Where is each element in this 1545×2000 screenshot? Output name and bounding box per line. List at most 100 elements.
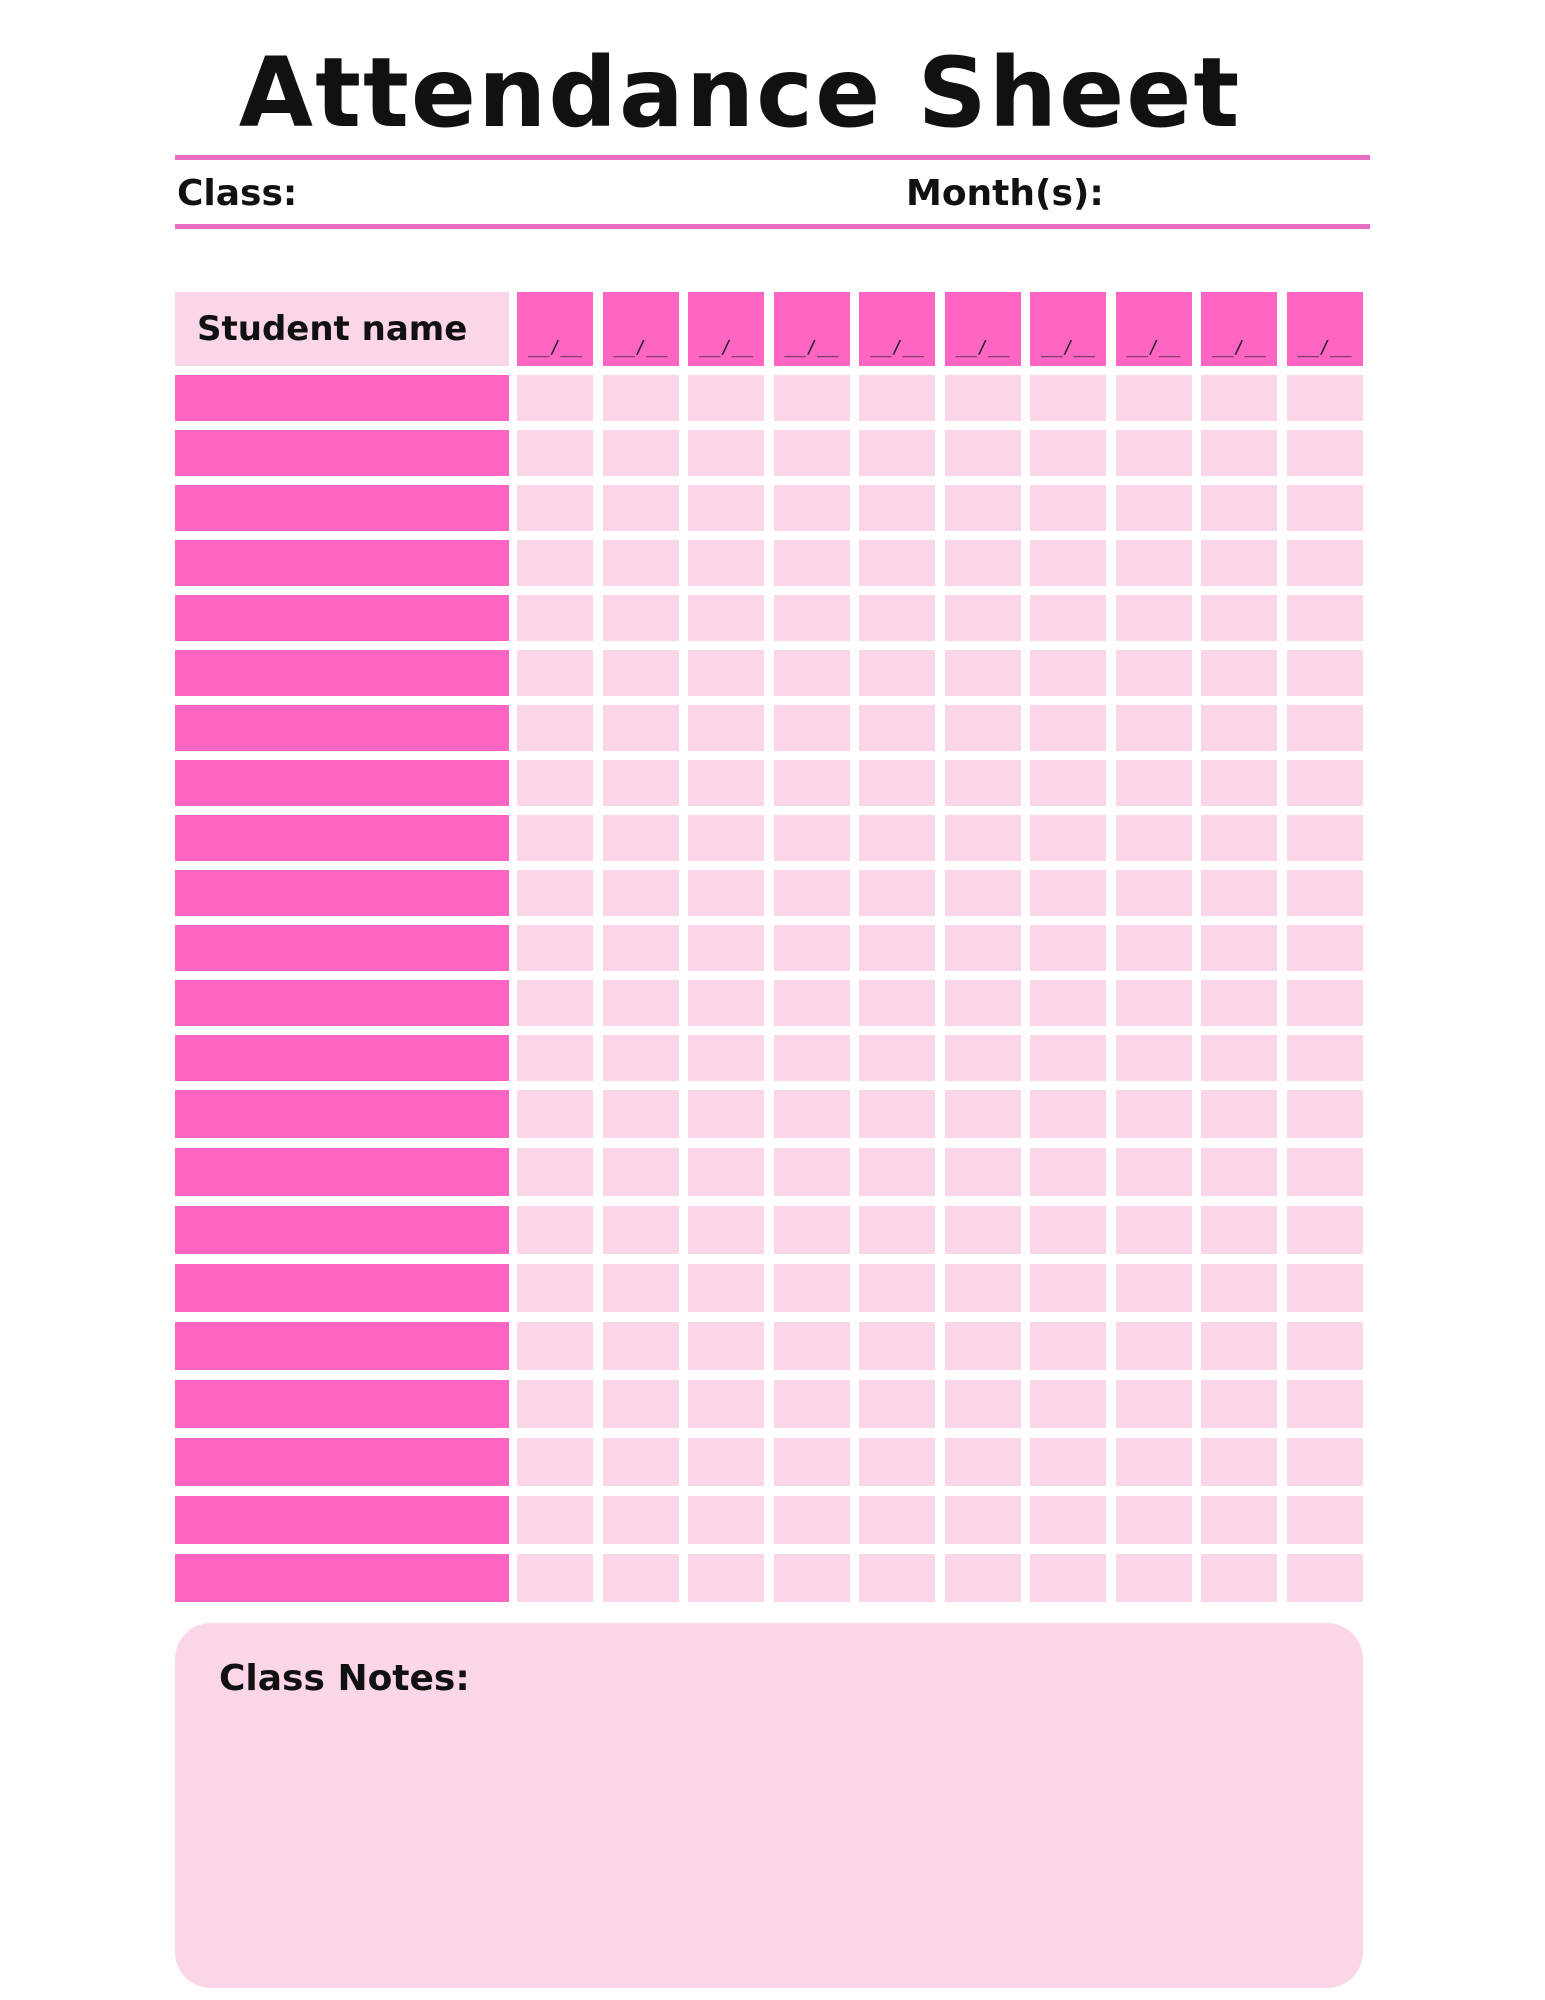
attendance-cell[interactable] xyxy=(688,1264,764,1312)
attendance-cell[interactable] xyxy=(859,375,935,421)
attendance-cell[interactable] xyxy=(1286,1496,1363,1544)
attendance-cell[interactable] xyxy=(1201,815,1277,861)
attendance-cell[interactable] xyxy=(1201,705,1277,751)
attendance-cell[interactable] xyxy=(1115,980,1192,1026)
attendance-cell[interactable] xyxy=(859,1496,935,1544)
attendance-cell[interactable] xyxy=(773,705,850,751)
date-column-header[interactable]: __/__ xyxy=(859,292,935,366)
attendance-cell[interactable] xyxy=(859,595,935,641)
attendance-cell[interactable] xyxy=(1201,1554,1277,1602)
attendance-cell[interactable] xyxy=(1201,760,1277,806)
attendance-cell[interactable] xyxy=(517,375,593,421)
attendance-cell[interactable] xyxy=(1201,1322,1277,1370)
attendance-cell[interactable] xyxy=(1201,375,1277,421)
attendance-cell[interactable] xyxy=(688,430,764,476)
student-name-cell[interactable] xyxy=(175,430,509,476)
student-name-cell[interactable] xyxy=(175,925,509,971)
date-column-header[interactable]: __/__ xyxy=(1201,292,1277,366)
attendance-cell[interactable] xyxy=(1030,760,1106,806)
attendance-cell[interactable] xyxy=(944,705,1021,751)
attendance-cell[interactable] xyxy=(1115,760,1192,806)
attendance-cell[interactable] xyxy=(773,375,850,421)
attendance-cell[interactable] xyxy=(602,760,679,806)
student-name-cell[interactable] xyxy=(175,1322,509,1370)
attendance-cell[interactable] xyxy=(1030,1035,1106,1081)
attendance-cell[interactable] xyxy=(1030,1438,1106,1486)
attendance-cell[interactable] xyxy=(602,925,679,971)
attendance-cell[interactable] xyxy=(602,540,679,586)
attendance-cell[interactable] xyxy=(1030,980,1106,1026)
attendance-cell[interactable] xyxy=(944,925,1021,971)
attendance-cell[interactable] xyxy=(602,1148,679,1196)
attendance-cell[interactable] xyxy=(517,1035,593,1081)
student-name-cell[interactable] xyxy=(175,1380,509,1428)
attendance-cell[interactable] xyxy=(1201,1148,1277,1196)
attendance-cell[interactable] xyxy=(688,595,764,641)
attendance-cell[interactable] xyxy=(1286,815,1363,861)
attendance-cell[interactable] xyxy=(773,485,850,531)
class-notes-box[interactable]: Class Notes: xyxy=(175,1623,1363,1988)
attendance-cell[interactable] xyxy=(773,760,850,806)
attendance-cell[interactable] xyxy=(1030,815,1106,861)
attendance-cell[interactable] xyxy=(1030,485,1106,531)
attendance-cell[interactable] xyxy=(1286,1554,1363,1602)
attendance-cell[interactable] xyxy=(517,650,593,696)
attendance-cell[interactable] xyxy=(944,1148,1021,1196)
attendance-cell[interactable] xyxy=(602,375,679,421)
date-column-header[interactable]: __/__ xyxy=(773,292,850,366)
student-name-cell[interactable] xyxy=(175,485,509,531)
attendance-cell[interactable] xyxy=(602,595,679,641)
attendance-cell[interactable] xyxy=(1030,540,1106,586)
attendance-cell[interactable] xyxy=(944,595,1021,641)
attendance-cell[interactable] xyxy=(1286,1264,1363,1312)
attendance-cell[interactable] xyxy=(1201,1496,1277,1544)
attendance-cell[interactable] xyxy=(1286,980,1363,1026)
attendance-cell[interactable] xyxy=(1030,1322,1106,1370)
attendance-cell[interactable] xyxy=(859,1322,935,1370)
attendance-cell[interactable] xyxy=(1115,1322,1192,1370)
attendance-cell[interactable] xyxy=(1286,1380,1363,1428)
attendance-cell[interactable] xyxy=(517,1322,593,1370)
attendance-cell[interactable] xyxy=(688,1090,764,1138)
student-name-cell[interactable] xyxy=(175,705,509,751)
attendance-cell[interactable] xyxy=(1030,1206,1106,1254)
attendance-cell[interactable] xyxy=(1115,815,1192,861)
attendance-cell[interactable] xyxy=(1115,1496,1192,1544)
attendance-cell[interactable] xyxy=(517,540,593,586)
attendance-cell[interactable] xyxy=(859,540,935,586)
attendance-cell[interactable] xyxy=(944,1035,1021,1081)
attendance-cell[interactable] xyxy=(944,485,1021,531)
student-name-cell[interactable] xyxy=(175,760,509,806)
attendance-cell[interactable] xyxy=(688,1554,764,1602)
attendance-cell[interactable] xyxy=(773,925,850,971)
attendance-cell[interactable] xyxy=(517,1380,593,1428)
student-name-cell[interactable] xyxy=(175,540,509,586)
attendance-cell[interactable] xyxy=(1201,870,1277,916)
student-name-cell[interactable] xyxy=(175,650,509,696)
attendance-cell[interactable] xyxy=(859,1264,935,1312)
attendance-cell[interactable] xyxy=(859,925,935,971)
attendance-cell[interactable] xyxy=(773,1090,850,1138)
attendance-cell[interactable] xyxy=(1201,540,1277,586)
attendance-cell[interactable] xyxy=(1030,375,1106,421)
attendance-cell[interactable] xyxy=(1115,925,1192,971)
attendance-cell[interactable] xyxy=(1201,430,1277,476)
attendance-cell[interactable] xyxy=(859,1148,935,1196)
attendance-cell[interactable] xyxy=(1030,1554,1106,1602)
attendance-cell[interactable] xyxy=(944,1496,1021,1544)
date-column-header[interactable]: __/__ xyxy=(602,292,679,366)
attendance-cell[interactable] xyxy=(602,705,679,751)
attendance-cell[interactable] xyxy=(773,1206,850,1254)
attendance-cell[interactable] xyxy=(602,1380,679,1428)
attendance-cell[interactable] xyxy=(688,1496,764,1544)
attendance-cell[interactable] xyxy=(688,375,764,421)
attendance-cell[interactable] xyxy=(688,870,764,916)
attendance-cell[interactable] xyxy=(1030,1148,1106,1196)
attendance-cell[interactable] xyxy=(602,980,679,1026)
attendance-cell[interactable] xyxy=(773,1035,850,1081)
attendance-cell[interactable] xyxy=(859,980,935,1026)
attendance-cell[interactable] xyxy=(1201,1264,1277,1312)
attendance-cell[interactable] xyxy=(1030,650,1106,696)
date-column-header[interactable]: __/__ xyxy=(944,292,1021,366)
attendance-cell[interactable] xyxy=(517,1554,593,1602)
